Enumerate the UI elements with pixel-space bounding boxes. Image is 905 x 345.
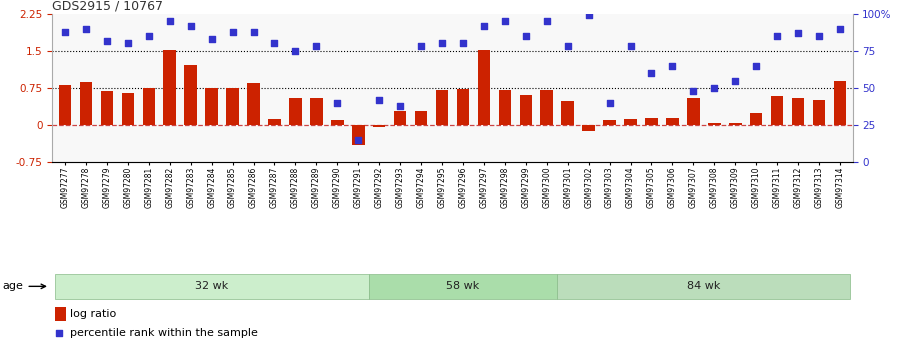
Point bbox=[267, 41, 281, 46]
Bar bbox=[226, 88, 239, 125]
Bar bbox=[540, 90, 553, 125]
Bar bbox=[435, 90, 448, 125]
Bar bbox=[519, 96, 532, 125]
Bar bbox=[121, 93, 134, 125]
Bar bbox=[708, 122, 720, 125]
Bar bbox=[80, 81, 92, 125]
Bar bbox=[268, 119, 281, 125]
Point bbox=[833, 26, 847, 31]
Point bbox=[310, 44, 324, 49]
Bar bbox=[143, 88, 155, 125]
Point bbox=[434, 41, 449, 46]
Point bbox=[246, 29, 261, 34]
Point bbox=[79, 26, 93, 31]
Point bbox=[770, 33, 785, 39]
Bar bbox=[289, 98, 301, 125]
Bar bbox=[373, 125, 386, 127]
Point bbox=[749, 63, 764, 68]
Point bbox=[205, 36, 219, 42]
Bar bbox=[185, 65, 197, 125]
Point bbox=[184, 23, 198, 28]
Point bbox=[519, 33, 533, 39]
Bar bbox=[813, 100, 825, 125]
Bar bbox=[310, 98, 323, 125]
Bar bbox=[352, 125, 365, 145]
Point bbox=[351, 137, 366, 143]
Bar bbox=[457, 89, 470, 125]
Point bbox=[686, 88, 700, 94]
Point bbox=[120, 41, 135, 46]
Bar bbox=[499, 90, 511, 125]
Point bbox=[581, 12, 595, 18]
Text: log ratio: log ratio bbox=[70, 309, 116, 319]
Point bbox=[52, 331, 66, 336]
Bar bbox=[247, 83, 260, 125]
Point bbox=[456, 41, 471, 46]
Point bbox=[288, 48, 302, 53]
Point bbox=[141, 33, 156, 39]
Text: percentile rank within the sample: percentile rank within the sample bbox=[70, 328, 258, 338]
Point bbox=[791, 30, 805, 36]
Point bbox=[812, 33, 826, 39]
Bar bbox=[394, 111, 406, 125]
Bar bbox=[582, 125, 595, 131]
Point bbox=[100, 38, 114, 43]
Bar bbox=[729, 122, 741, 125]
Point bbox=[477, 23, 491, 28]
Point bbox=[372, 97, 386, 102]
Point bbox=[393, 103, 407, 109]
Bar bbox=[557, 274, 851, 299]
Text: 58 wk: 58 wk bbox=[446, 282, 480, 291]
Bar bbox=[624, 119, 637, 125]
Bar bbox=[478, 50, 491, 125]
Point bbox=[644, 70, 659, 76]
Point bbox=[163, 19, 177, 24]
Bar bbox=[54, 274, 368, 299]
Bar bbox=[331, 120, 344, 125]
Point bbox=[58, 29, 72, 34]
Bar bbox=[750, 113, 762, 125]
Bar bbox=[205, 88, 218, 125]
Bar bbox=[771, 96, 784, 125]
Point bbox=[707, 85, 721, 91]
Bar bbox=[100, 91, 113, 125]
Text: 84 wk: 84 wk bbox=[687, 282, 720, 291]
Bar bbox=[368, 274, 557, 299]
Bar bbox=[834, 81, 846, 125]
Point bbox=[414, 44, 428, 49]
Point bbox=[624, 44, 638, 49]
Text: age: age bbox=[3, 282, 45, 291]
Bar bbox=[164, 50, 176, 125]
Bar bbox=[645, 118, 658, 125]
Point bbox=[330, 100, 345, 106]
Bar bbox=[55, 307, 66, 321]
Bar bbox=[604, 120, 616, 125]
Text: 32 wk: 32 wk bbox=[195, 282, 228, 291]
Point bbox=[225, 29, 240, 34]
Bar bbox=[59, 85, 71, 125]
Point bbox=[498, 19, 512, 24]
Bar bbox=[561, 101, 574, 125]
Bar bbox=[414, 111, 427, 125]
Point bbox=[728, 78, 742, 83]
Text: GDS2915 / 10767: GDS2915 / 10767 bbox=[52, 0, 164, 13]
Bar bbox=[666, 118, 679, 125]
Point bbox=[539, 19, 554, 24]
Bar bbox=[792, 98, 805, 125]
Point bbox=[603, 100, 617, 106]
Point bbox=[665, 63, 680, 68]
Bar bbox=[687, 98, 700, 125]
Point bbox=[560, 44, 575, 49]
